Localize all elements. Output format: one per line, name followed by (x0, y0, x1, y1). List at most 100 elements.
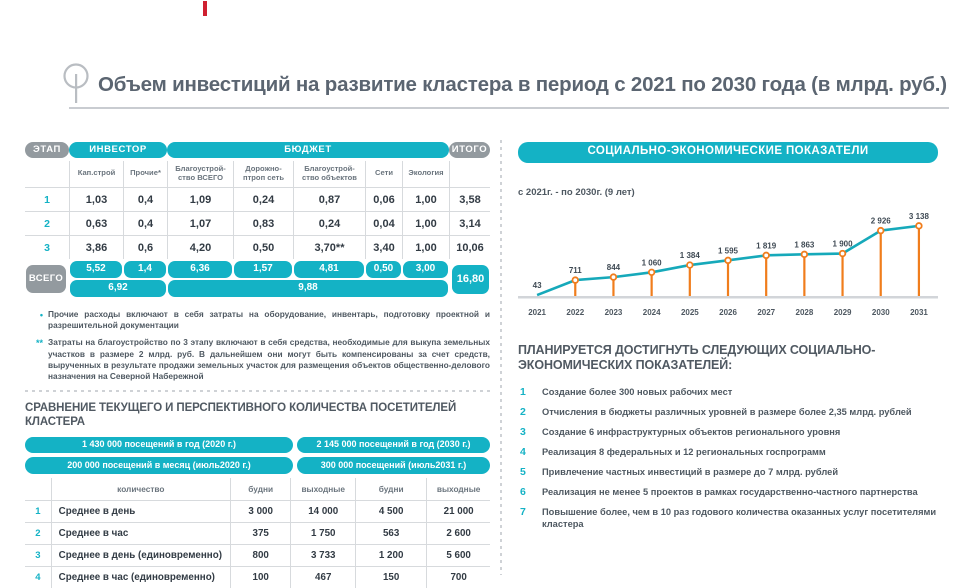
goal-number: 6 (520, 486, 526, 499)
visitors-row-label: Среднее в час (единовременно) (50, 565, 230, 588)
cell-blagovsego: 4,20 (167, 235, 233, 260)
goal-number: 2 (520, 406, 526, 419)
chart-stem (688, 264, 691, 296)
chart-point (609, 272, 618, 281)
goal-text: Создание 6 инфраструктурных объектов рег… (542, 426, 841, 437)
red-marker (203, 1, 207, 16)
cell-blagovsego: 1,09 (167, 187, 233, 212)
chart-x-tick: 2031 (910, 307, 928, 317)
visitors-table-row: 3 Среднее в день (единовременно) 800 3 7… (25, 543, 490, 566)
visitors-cell-weekend-2: 21 000 (426, 499, 490, 522)
visitors-col-blank (25, 478, 51, 500)
chart-point (915, 221, 923, 230)
cell-kapstroy: 0,63 (69, 211, 123, 236)
chart-point-label: 43 (533, 281, 542, 290)
cell-itogo: 10,06 (449, 235, 490, 260)
goal-number: 3 (520, 426, 526, 439)
visitors-bar-row-2: 200 000 посещений в месяц (июль2020 г.) … (25, 457, 490, 474)
chart-stem (765, 254, 768, 296)
cell-kapstroy: 1,03 (69, 187, 123, 212)
visitors-table-row: 4 Среднее в час (единовременно) 100 467 … (25, 565, 490, 588)
goal-number: 7 (520, 506, 526, 519)
goals-list: 1 Создание более 300 новых рабочих мест 2 О… (518, 386, 938, 530)
total-blagoobj: 4,81 (294, 261, 364, 278)
visitors-table-row: 1 Среднее в день 3 000 14 000 4 500 21 0… (25, 499, 490, 522)
visitors-cell-weekend-1: 467 (290, 565, 356, 588)
footnote-marker: • (39, 309, 43, 320)
goal-item: 1 Создание более 300 новых рабочих мест (518, 386, 938, 399)
cell-stage: 3 (25, 235, 69, 259)
table-row: 1 1,03 0,4 1,09 0,24 0,87 0,06 1,00 3,58 (25, 187, 490, 212)
footnote-item: • Прочие расходы включают в себя затраты… (25, 309, 490, 331)
cell-itogo: 3,14 (449, 211, 490, 236)
chart-stem (650, 271, 653, 296)
visitors-cell-weekend-1: 1 750 (290, 521, 356, 544)
cell-dorozhno: 0,50 (233, 235, 293, 260)
cell-ecologiya: 1,00 (402, 235, 449, 260)
chart-baseline (518, 295, 938, 298)
subheader-kapstroy: Кап.строй (69, 161, 123, 188)
visitors-table: количество будни выходные будни выходные… (25, 477, 490, 588)
total-kapstroy: 5,52 (70, 261, 122, 278)
chart-x-axis: 2021 2022 2023 2024 2025 2026 2027 2028 2029 2030… (518, 308, 938, 317)
chart-point-label: 711 (569, 266, 582, 275)
goal-item: 4 Реализация 8 федеральных и 12 региональ… (518, 446, 938, 458)
chart-x-tick: 2027 (757, 307, 776, 317)
cell-ecologiya: 1,00 (402, 187, 449, 212)
visitors-col-quantity: количество (50, 477, 230, 500)
goals-title: ПЛАНИРУЕТСЯ ДОСТИГНУТЬ СЛЕДУЮЩИХ СОЦИАЛЬ… (518, 342, 876, 373)
chart-point (647, 268, 656, 276)
tree-icon (63, 63, 89, 103)
investment-table: ЭТАП ИНВЕСТОР БЮДЖЕТ ИТОГО Кап.строй Про… (25, 142, 490, 297)
footnote-text: Затраты на благоустройство по 3 этапу вк… (48, 337, 490, 381)
subheader-seti: Сети (365, 161, 402, 188)
visitors-row-num: 4 (25, 565, 51, 588)
cell-stage: 1 (25, 187, 69, 211)
visitors-bar-month-2031: 300 000 посещений (июль2031 г.) (297, 457, 490, 474)
chart-x-tick: 2030 (871, 307, 890, 317)
total-blagovsego: 6,36 (168, 261, 232, 278)
chart-x-tick: 2026 (719, 307, 737, 317)
chart-stem (726, 259, 730, 296)
right-panel: СОЦИАЛЬНО-ЭКОНОМИЧЕСКИЕ ПОКАЗАТЕЛИ с 202… (518, 142, 938, 537)
chart-stem (612, 276, 615, 296)
chart-x-tick: 2028 (795, 307, 814, 317)
goal-text: Отчисления в бюджеты различных уровней в… (542, 406, 912, 417)
chart-point (838, 249, 847, 257)
goal-item: 5 Привлечение частных инвестиций в размер… (518, 466, 938, 478)
footnote-item: ** Затраты на благоустройство по 3 этапу… (25, 337, 490, 382)
visitors-col-weekend-2: выходные (426, 477, 490, 500)
goal-text: Реализация 8 федеральных и 12 региональн… (542, 446, 826, 457)
visitors-row-num: 1 (25, 499, 51, 522)
footnote-marker: ** (35, 338, 43, 349)
chart-point-label: 1 900 (833, 239, 854, 248)
chart-point-label: 1 863 (794, 240, 815, 249)
table-row: 2 0,63 0,4 1,07 0,83 0,24 0,04 1,00 3,14 (25, 211, 490, 236)
total-prochie: 1,4 (124, 261, 166, 278)
chart-stem (803, 253, 806, 296)
goal-number: 1 (520, 386, 526, 399)
subheader-blagovsego: Благоустрой-ство ВСЕГО (167, 161, 233, 188)
cell-prochie: 0,4 (123, 187, 167, 212)
total-ecologiya: 3,00 (403, 261, 448, 278)
cell-seti: 0,06 (365, 187, 402, 212)
chart-x-tick: 2029 (833, 307, 852, 317)
chart-point-label: 2 926 (871, 216, 892, 225)
subheader-dorozhno: Дорожно-птроп сеть (233, 161, 293, 188)
group-header-stage: ЭТАП (25, 142, 69, 158)
page-header: Объем инвестиций на развитие кластера в … (60, 62, 949, 110)
panel-divider (500, 140, 502, 575)
subheader-ecologiya: Экология (402, 161, 449, 188)
cell-prochie: 0,6 (123, 235, 167, 260)
visitors-cell-weekday-1: 100 (230, 565, 291, 588)
chart-point-label: 1 819 (756, 241, 777, 250)
left-panel: ЭТАП ИНВЕСТОР БЮДЖЕТ ИТОГО Кап.строй Про… (25, 142, 490, 588)
visitors-cell-weekend-2: 2 600 (426, 521, 490, 544)
table-subtotals-row: 6,92 9,88 (25, 278, 490, 297)
visitors-row-label: Среднее в день (единовременно) (50, 543, 230, 566)
grand-total: 16,80 (452, 264, 489, 294)
group-header-investor: ИНВЕСТОР (69, 142, 167, 158)
subtotal-budget: 9,88 (168, 280, 448, 297)
chart-stem (574, 279, 577, 296)
chart-stem (879, 230, 882, 296)
